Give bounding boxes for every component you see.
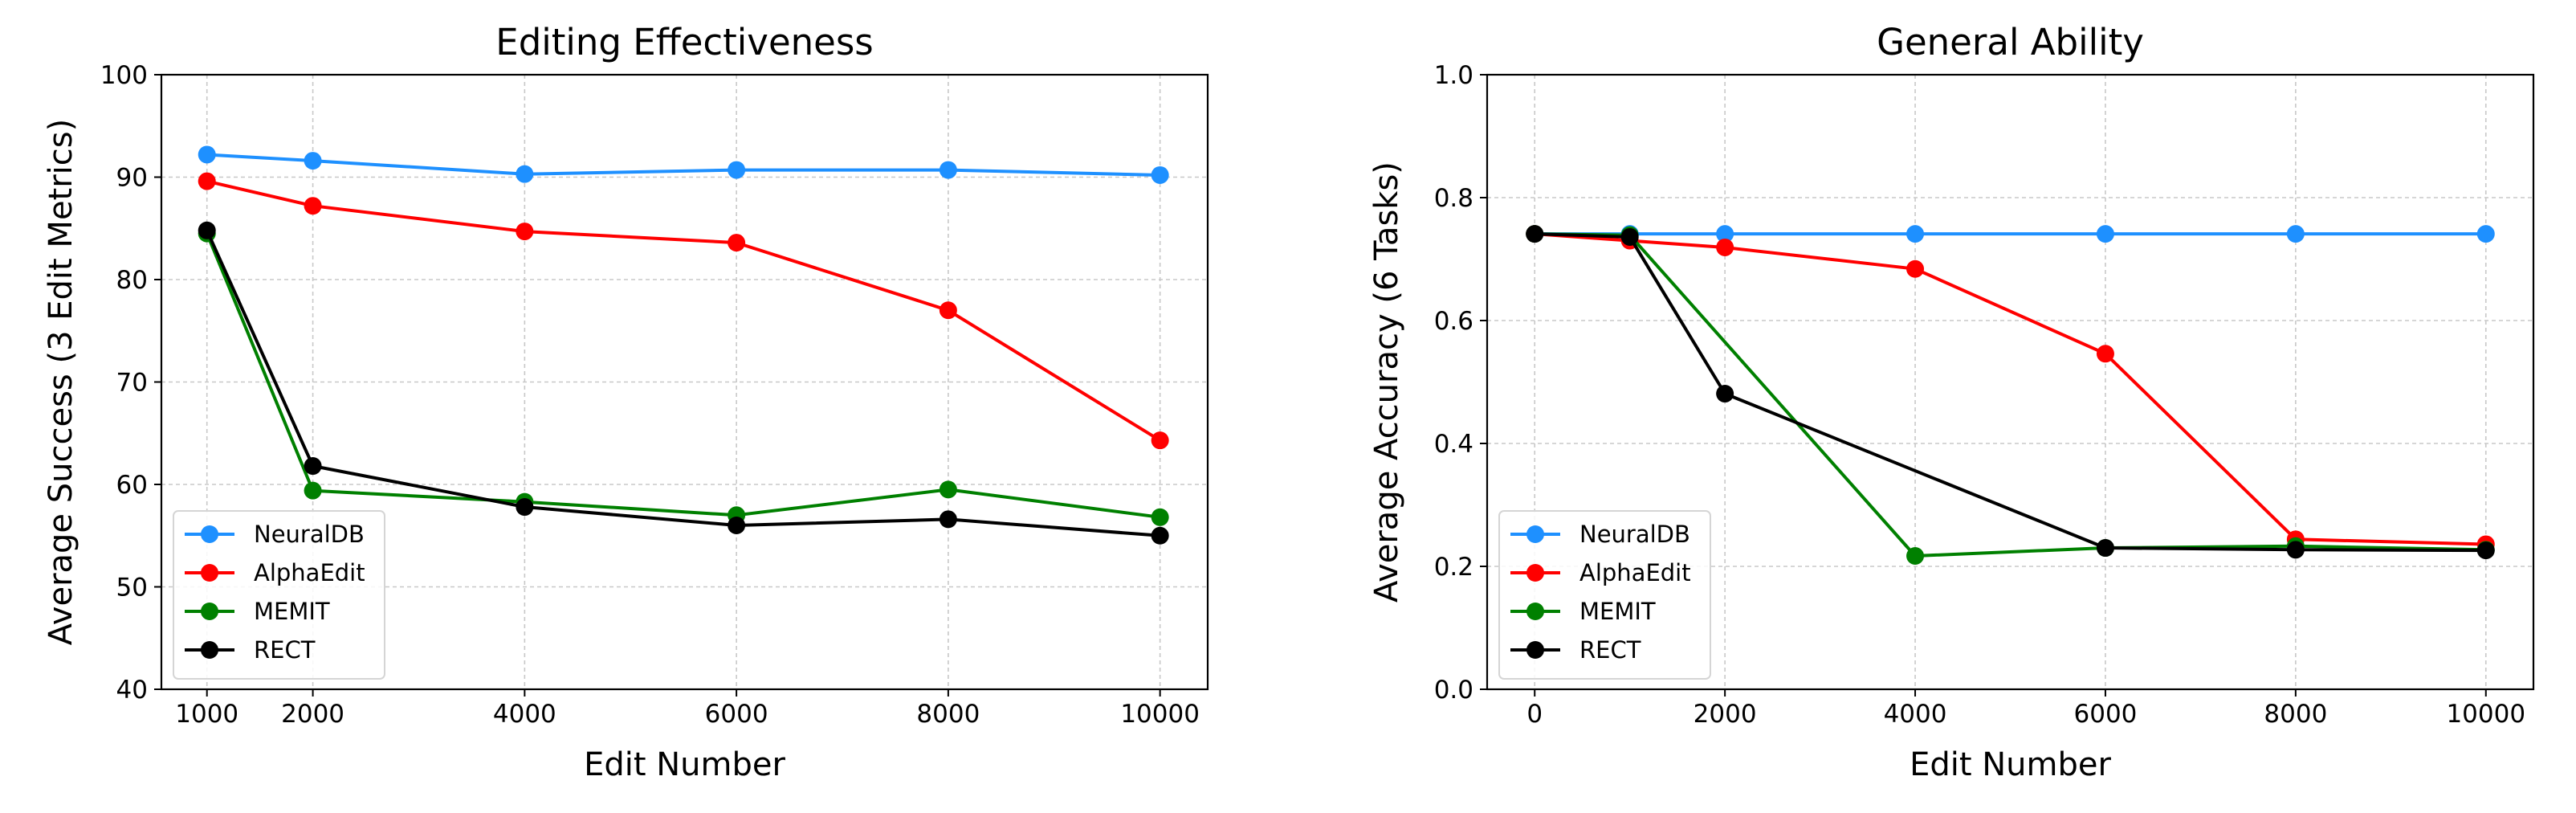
chart1-y-tick-label: 80	[116, 266, 148, 295]
chart1-point-rect	[1151, 526, 1169, 545]
chart2-y-tick-label: 1.0	[1434, 61, 1473, 90]
chart1-y-tick-label: 50	[116, 574, 148, 603]
chart1-series-line-rect	[205, 229, 1160, 537]
chart2-point-neuraldb	[2476, 225, 2495, 243]
chart2-legend-marker-memit	[1526, 603, 1544, 620]
chart1-point-neuraldb	[516, 165, 534, 183]
chart1-y-tick-label: 70	[116, 369, 148, 398]
chart1-point-rect	[939, 510, 957, 529]
chart1-x-tick-label: 8000	[916, 700, 980, 729]
chart2-legend-label-alphaedit: AlphaEdit	[1579, 559, 1691, 586]
chart1-point-alphaedit	[728, 234, 746, 252]
chart2-legend-label-neuraldb: NeuralDB	[1579, 521, 1690, 548]
chart1-x-tick-label: 2000	[281, 700, 344, 729]
chart2-y-tick-label: 0.2	[1434, 553, 1473, 582]
chart1-point-rect	[516, 498, 534, 517]
chart1-y-tick-label: 90	[116, 164, 148, 193]
chart2-axes-frame	[1486, 73, 2535, 691]
chart2-point-alphaedit	[1716, 238, 1734, 256]
chart2-y-tick-label: 0.6	[1434, 307, 1473, 336]
chart1-panel: 1000 2000 4000 6000 8000 10000 40 50 60 70 80 90 100…	[43, 21, 1209, 783]
chart2-point-neuraldb	[1716, 225, 1734, 243]
chart1-point-alphaedit	[1151, 431, 1169, 450]
chart1-point-rect	[304, 457, 322, 476]
chart2-y-tick-label: 0.0	[1434, 676, 1473, 705]
chart2-x-tick-label: 6000	[2074, 700, 2138, 729]
chart2-point-rect	[1620, 227, 1639, 246]
chart2-point-rect	[2476, 541, 2495, 560]
chart1-point-alphaedit	[516, 223, 534, 241]
chart1-legend-marker-alphaedit	[201, 564, 218, 582]
chart1-point-rect	[198, 221, 216, 239]
chart1-legend-label-memit: MEMIT	[254, 598, 330, 625]
chart2-legend-marker-neuraldb	[1526, 525, 1544, 543]
chart1-y-tick-label: 40	[116, 676, 148, 705]
chart2-point-neuraldb	[2286, 225, 2305, 243]
chart1-point-memit	[304, 481, 322, 500]
chart2-point-rect	[1526, 225, 1544, 243]
chart2-point-alphaedit	[1906, 259, 1925, 278]
chart1-legend	[173, 510, 385, 680]
chart1-point-alphaedit	[304, 197, 322, 215]
chart2-y-axis-label: Average Accuracy (6 Tasks)	[1368, 161, 1405, 603]
chart1-legend-marker-neuraldb	[201, 525, 218, 543]
chart2-legend	[1498, 510, 1711, 680]
chart1-point-neuraldb	[198, 145, 216, 164]
chart1-x-tick-label: 1000	[175, 700, 238, 729]
chart1-point-alphaedit	[198, 172, 216, 190]
chart1-y-tick-label: 100	[100, 61, 148, 90]
chart2-title: General Ability	[1877, 21, 2144, 63]
chart1-point-neuraldb	[1151, 165, 1169, 184]
chart1-point-neuraldb	[939, 161, 957, 179]
chart2-legend-marker-alphaedit	[1526, 564, 1544, 582]
chart2-x-tick-label: 4000	[1884, 700, 1947, 729]
chart2-x-tick-label: 8000	[2264, 700, 2327, 729]
chart1-point-memit	[939, 480, 957, 499]
chart1-series-line-memit	[205, 232, 1160, 519]
chart1-point-rect	[728, 517, 746, 534]
chart2-y-tick-label: 0.8	[1434, 184, 1473, 213]
chart1-title: Editing Effectiveness	[495, 21, 873, 63]
chart2-point-rect	[2096, 539, 2114, 558]
chart1-y-tick-label: 60	[116, 471, 148, 500]
chart2-x-tick-label: 2000	[1694, 700, 1757, 729]
chart2-x-tick-label: 0	[1526, 700, 1543, 729]
chart1-point-alphaedit	[939, 301, 957, 320]
chart2-legend-marker-rect	[1526, 641, 1544, 659]
chart1-point-memit	[1151, 508, 1169, 526]
chart2-panel: 0 2000 4000 6000 8000 10000 0.0 0.2 0.4 0.6 0.8 1.0…	[1368, 21, 2535, 783]
chart1-point-neuraldb	[728, 161, 746, 179]
chart1-x-tick-label: 4000	[493, 700, 556, 729]
chart2-x-tick-label: 10000	[2446, 700, 2525, 729]
chart1-x-tick-label: 6000	[705, 700, 768, 729]
chart2-legend-label-rect: RECT	[1579, 636, 1641, 664]
chart2-point-neuraldb	[1906, 225, 1925, 243]
chart1-legend-marker-memit	[201, 603, 218, 620]
chart2-point-rect	[2286, 541, 2305, 559]
chart1-x-tick-label: 10000	[1120, 700, 1200, 729]
chart2-point-neuraldb	[2096, 225, 2114, 243]
chart1-y-axis-label: Average Success (3 Edit Metrics)	[43, 119, 79, 645]
chart2-point-alphaedit	[2096, 345, 2114, 363]
chart1-legend-label-rect: RECT	[254, 636, 316, 664]
chart2-series-line-rect	[1535, 232, 2486, 553]
chart1-x-axis-label: Edit Number	[584, 746, 785, 783]
chart1-legend-label-alphaedit: AlphaEdit	[254, 559, 365, 586]
chart2-point-memit	[1906, 546, 1925, 565]
chart2-legend-label-memit: MEMIT	[1579, 598, 1656, 625]
chart1-legend-label-neuraldb: NeuralDB	[254, 521, 365, 548]
chart1-series-line-neuraldb	[206, 153, 1160, 177]
chart2-y-tick-label: 0.4	[1434, 430, 1473, 459]
chart1-point-neuraldb	[304, 152, 322, 170]
chart2-point-rect	[1716, 385, 1734, 403]
chart2-series-line-alphaedit	[1535, 232, 2486, 546]
chart2-x-axis-label: Edit Number	[1910, 746, 2111, 783]
chart1-legend-marker-rect	[201, 641, 218, 659]
chart1-series-line-alphaedit	[206, 179, 1161, 442]
